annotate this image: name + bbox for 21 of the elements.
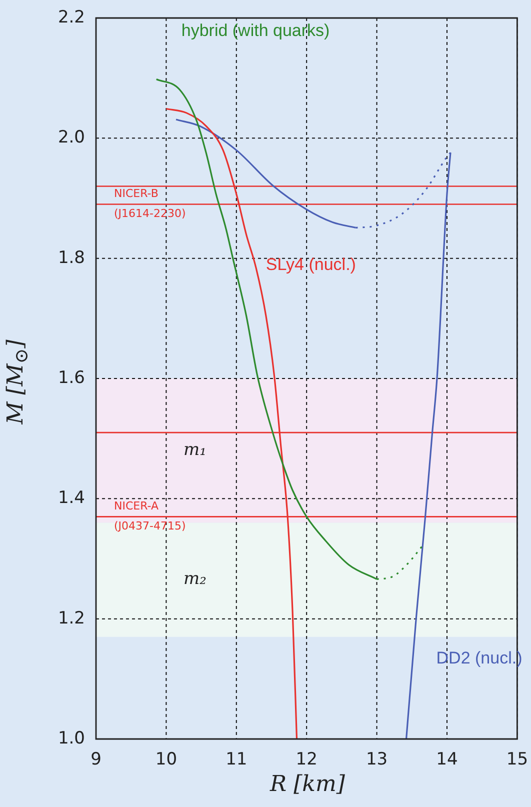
y-tick-label: 1.4 bbox=[58, 488, 85, 508]
x-tick-label: 12 bbox=[296, 750, 318, 770]
x-axis-title: R [km] bbox=[268, 772, 346, 797]
y-tick-label: 2.2 bbox=[58, 7, 85, 28]
series-label: SLy4 (nucl.) bbox=[266, 255, 356, 274]
ref-line-label: NICER-B (J1614-2230) bbox=[114, 187, 186, 220]
x-tick-label: 10 bbox=[155, 750, 178, 770]
x-tick-label: 9 bbox=[90, 750, 102, 770]
band-label: m₁ bbox=[184, 440, 206, 460]
y-tick-label: 2.0 bbox=[58, 128, 85, 148]
text: hybrid (with quarks) bbox=[181, 20, 330, 40]
y-tick-label: 1.8 bbox=[58, 248, 85, 268]
x-tick-label: 11 bbox=[226, 750, 248, 770]
band-label: m₂ bbox=[184, 569, 207, 590]
y-tick-label: 1.0 bbox=[58, 728, 85, 748]
x-tick-label: 15 bbox=[506, 750, 528, 770]
x-tick-label: 14 bbox=[436, 750, 458, 770]
x-tick-label: 13 bbox=[366, 750, 388, 770]
ref-line-label: NICER-A (J0437-4715) bbox=[114, 500, 186, 533]
y-tick-label: 1.2 bbox=[58, 608, 85, 628]
y-tick-label: 1.6 bbox=[58, 368, 85, 388]
